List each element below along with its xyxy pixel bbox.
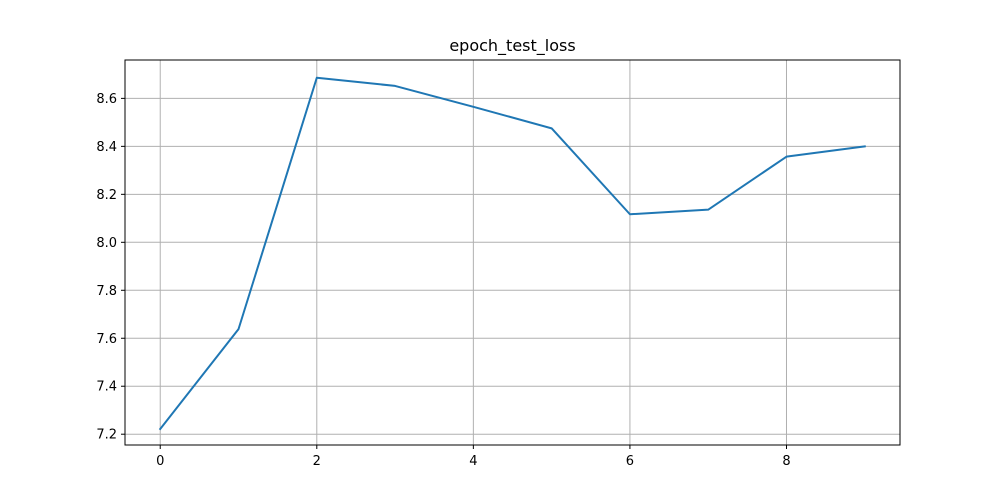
data-point	[551, 127, 553, 129]
data-point	[864, 145, 866, 147]
x-tick-label: 8	[782, 454, 790, 469]
series-layer	[158, 76, 866, 431]
data-point	[394, 85, 396, 87]
data-point	[316, 77, 318, 79]
y-tick-label: 8.4	[96, 140, 117, 155]
x-tick-label: 2	[313, 454, 321, 469]
y-tick-label: 7.2	[96, 428, 117, 443]
plot-frame	[124, 59, 901, 446]
data-point	[472, 106, 474, 108]
chart-title: epoch_test_loss	[449, 36, 575, 56]
y-tick-label: 8.2	[96, 188, 117, 203]
data-point	[159, 428, 161, 430]
series-line	[158, 76, 866, 431]
x-tick-label: 0	[156, 454, 164, 469]
y-tick-label: 7.4	[96, 380, 117, 395]
data-point	[629, 213, 631, 215]
y-tick-label: 7.8	[96, 284, 117, 299]
data-point	[707, 209, 709, 211]
grid	[125, 60, 900, 445]
axis-ticks: 0 2 4 6 8 7.2 7.4 7.6 7.8 8.0 8.2 8.4 8.6	[96, 92, 790, 469]
y-tick-label: 7.6	[96, 332, 117, 347]
data-point	[785, 156, 787, 158]
data-point	[238, 328, 240, 330]
y-tick-label: 8.0	[96, 236, 117, 251]
x-tick-label: 6	[626, 454, 634, 469]
x-tick-label: 4	[469, 454, 477, 469]
y-tick-label: 8.6	[96, 92, 117, 107]
